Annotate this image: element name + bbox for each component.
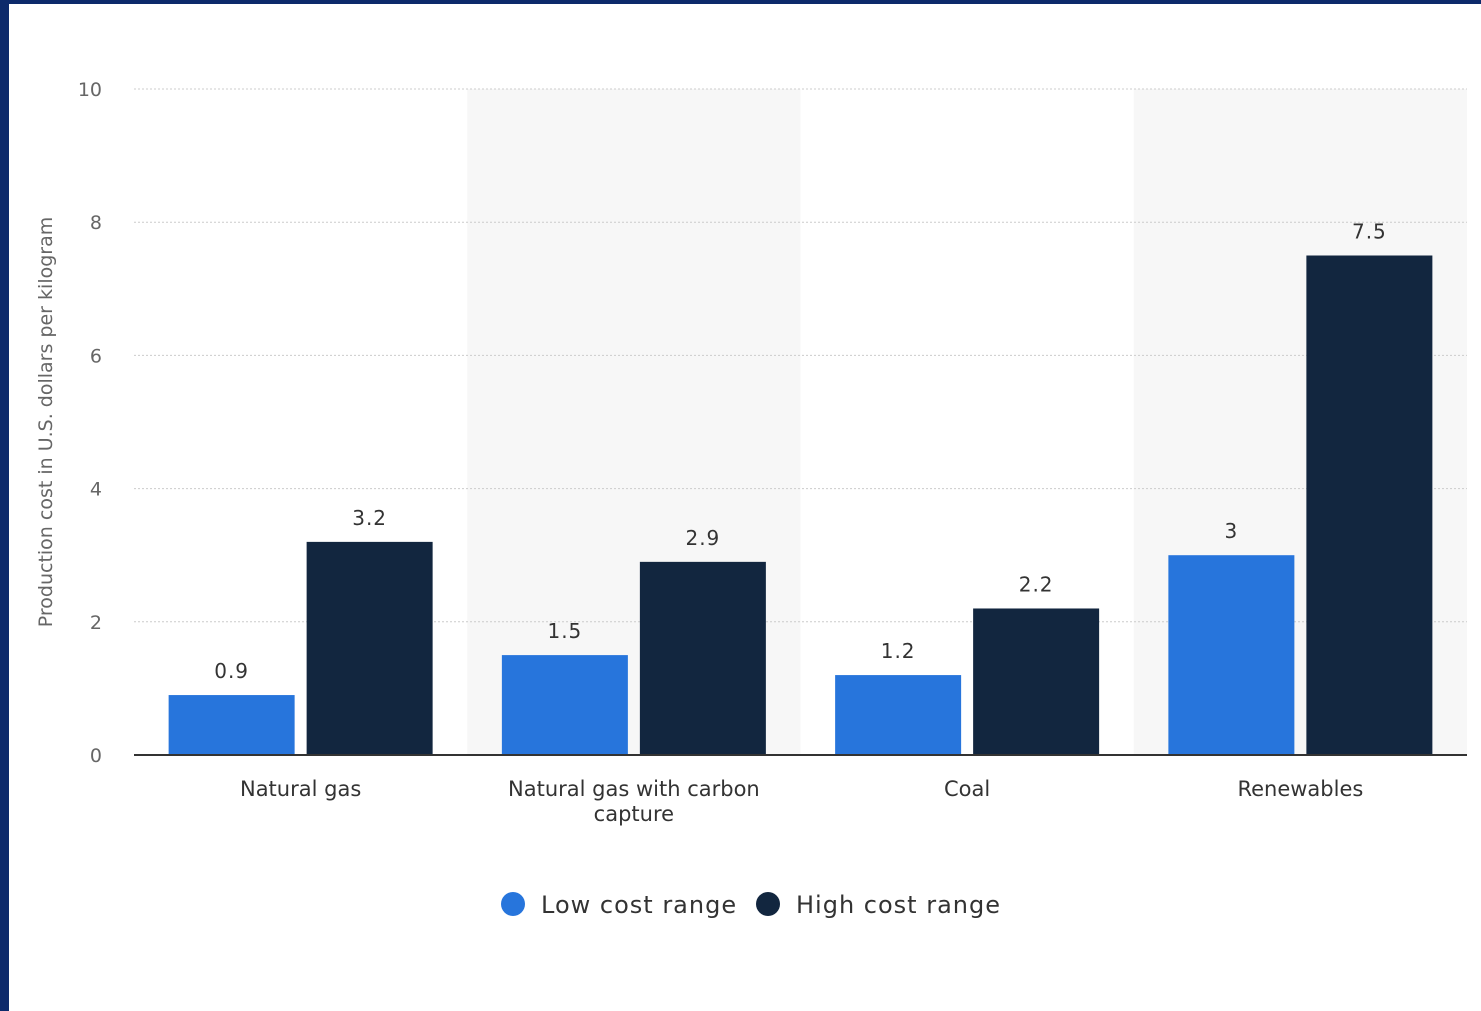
data-label: 1.2 (881, 639, 916, 663)
y-axis-ticks: 0 2 4 6 8 10 (78, 79, 102, 767)
x-category-label: Natural gas (240, 777, 361, 801)
data-label: 0.9 (214, 659, 249, 683)
y-tick-label: 10 (78, 79, 102, 101)
bars (168, 255, 1433, 755)
y-tick-label: 4 (90, 479, 102, 501)
data-label: 3 (1225, 519, 1239, 543)
y-tick-label: 0 (90, 745, 102, 767)
data-label: 1.5 (547, 619, 582, 643)
bar (306, 541, 433, 755)
data-label: 3.2 (352, 506, 387, 530)
legend-marker (756, 892, 780, 916)
data-label: 2.2 (1019, 572, 1054, 596)
legend-item[interactable]: High cost range (756, 891, 1001, 919)
y-tick-label: 8 (90, 212, 102, 234)
data-label: 2.9 (685, 526, 720, 550)
y-tick-label: 6 (90, 345, 102, 367)
y-tick-label: 2 (90, 612, 102, 634)
legend-label: Low cost range (541, 891, 737, 919)
category-labels: Natural gas Natural gas with carbon captur… (240, 777, 1363, 826)
bar (168, 695, 295, 755)
legend-item[interactable]: Low cost range (501, 891, 737, 919)
bar (1168, 555, 1295, 755)
x-category-label: Natural gas with carbon capture (508, 777, 760, 826)
legend: Low cost range High cost range (501, 891, 1001, 919)
bar (835, 675, 962, 755)
legend-label: High cost range (796, 891, 1001, 919)
data-label: 7.5 (1352, 220, 1387, 244)
bar (973, 608, 1100, 755)
legend-marker (501, 892, 525, 916)
bar (501, 655, 628, 755)
bar (1306, 255, 1433, 755)
x-category-label: Renewables (1237, 777, 1363, 801)
bar (639, 561, 766, 755)
x-category-label: Coal (944, 777, 990, 801)
data-labels: 0.9 3.2 1.5 2.9 1.2 2.2 3 7.5 (214, 220, 1387, 684)
y-axis-title: Production cost in U.S. dollars per kilo… (35, 217, 57, 627)
